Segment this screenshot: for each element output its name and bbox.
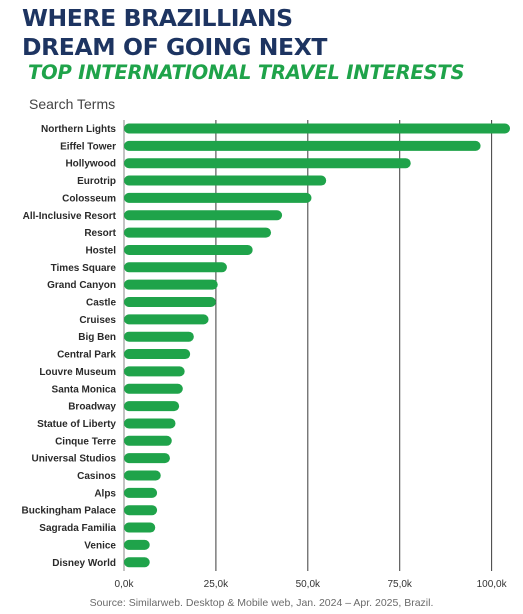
category-label-eurotrip: Eurotrip	[77, 176, 116, 187]
bar-resort	[124, 227, 272, 238]
category-label-venice: Venice	[84, 540, 116, 551]
category-label-casinos: Casinos	[77, 471, 116, 482]
source-note: Source: Similarweb. Desktop & Mobile web…	[89, 597, 434, 609]
bar-sagrada-familia	[124, 522, 156, 533]
category-label-northern-lights: Northern Lights	[41, 124, 116, 135]
bar-hostel	[124, 244, 253, 255]
bar-broadway	[124, 401, 180, 412]
category-label-castle: Castle	[86, 298, 116, 309]
bar-cruises	[124, 314, 209, 325]
x-tick-label-4: 100,0k	[477, 579, 508, 590]
x-tick-label-2: 50,0k	[296, 579, 321, 590]
category-label-grand-canyon: Grand Canyon	[47, 280, 116, 291]
category-label-cruises: Cruises	[79, 315, 116, 326]
bar-disney-world	[124, 557, 150, 568]
bar-santa-monica	[124, 383, 183, 394]
bar-castle	[124, 297, 216, 307]
category-label-cinque-terre: Cinque Terre	[55, 436, 116, 447]
category-label-statue-of-liberty: Statue of Liberty	[37, 419, 116, 430]
category-label-broadway: Broadway	[68, 402, 116, 413]
bar-venice	[124, 539, 150, 550]
bar-times-square	[124, 262, 227, 273]
bar-eiffel-tower	[124, 140, 481, 151]
bar-universal-studios	[124, 453, 170, 464]
category-label-all-inclusive-resort: All-Inclusive Resort	[23, 211, 117, 222]
category-label-central-park: Central Park	[57, 350, 116, 361]
bar-eurotrip	[124, 175, 327, 186]
category-label-eiffel-tower: Eiffel Tower	[60, 141, 116, 152]
category-label-alps: Alps	[94, 488, 116, 499]
category-label-buckingham-palace: Buckingham Palace	[22, 506, 117, 517]
category-label-hostel: Hostel	[85, 245, 116, 256]
x-tick-label-3: 75,0k	[387, 579, 412, 590]
bar-northern-lights	[124, 123, 510, 134]
bar-grand-canyon	[124, 279, 218, 290]
bar-statue-of-liberty	[124, 418, 176, 429]
category-label-santa-monica: Santa Monica	[52, 384, 117, 395]
category-label-times-square: Times Square	[51, 263, 117, 274]
category-label-hollywood: Hollywood	[65, 159, 116, 170]
category-label-disney-world: Disney World	[52, 558, 116, 569]
bar-buckingham-palace	[124, 505, 158, 516]
bar-all-inclusive-resort	[124, 210, 283, 221]
category-label-big-ben: Big Ben	[78, 332, 116, 343]
bar-louvre-museum	[124, 366, 185, 377]
bar-big-ben	[124, 331, 194, 342]
x-tick-label-1: 25,0k	[204, 579, 229, 590]
bar-alps	[124, 487, 158, 498]
category-label-sagrada-familia: Sagrada Familia	[39, 523, 116, 534]
category-label-universal-studios: Universal Studios	[32, 454, 117, 465]
category-label-colosseum: Colosseum	[62, 193, 116, 204]
y-axis-label: Search Terms	[29, 96, 116, 112]
bar-hollywood	[124, 158, 411, 169]
category-label-resort: Resort	[84, 228, 116, 239]
title-line-2: DREAM OF GOING NEXT	[22, 33, 328, 61]
title-line-1: WHERE BRAZILLIANS	[22, 4, 293, 32]
bar-casinos	[124, 470, 161, 481]
bar-colosseum	[124, 192, 312, 203]
chart-subtitle: TOP INTERNATIONAL TRAVEL INTERESTS	[28, 61, 465, 84]
category-label-louvre-museum: Louvre Museum	[39, 367, 116, 378]
bar-cinque-terre	[124, 435, 172, 446]
bar-central-park	[124, 349, 191, 360]
x-tick-label-0: 0,0k	[115, 579, 135, 590]
